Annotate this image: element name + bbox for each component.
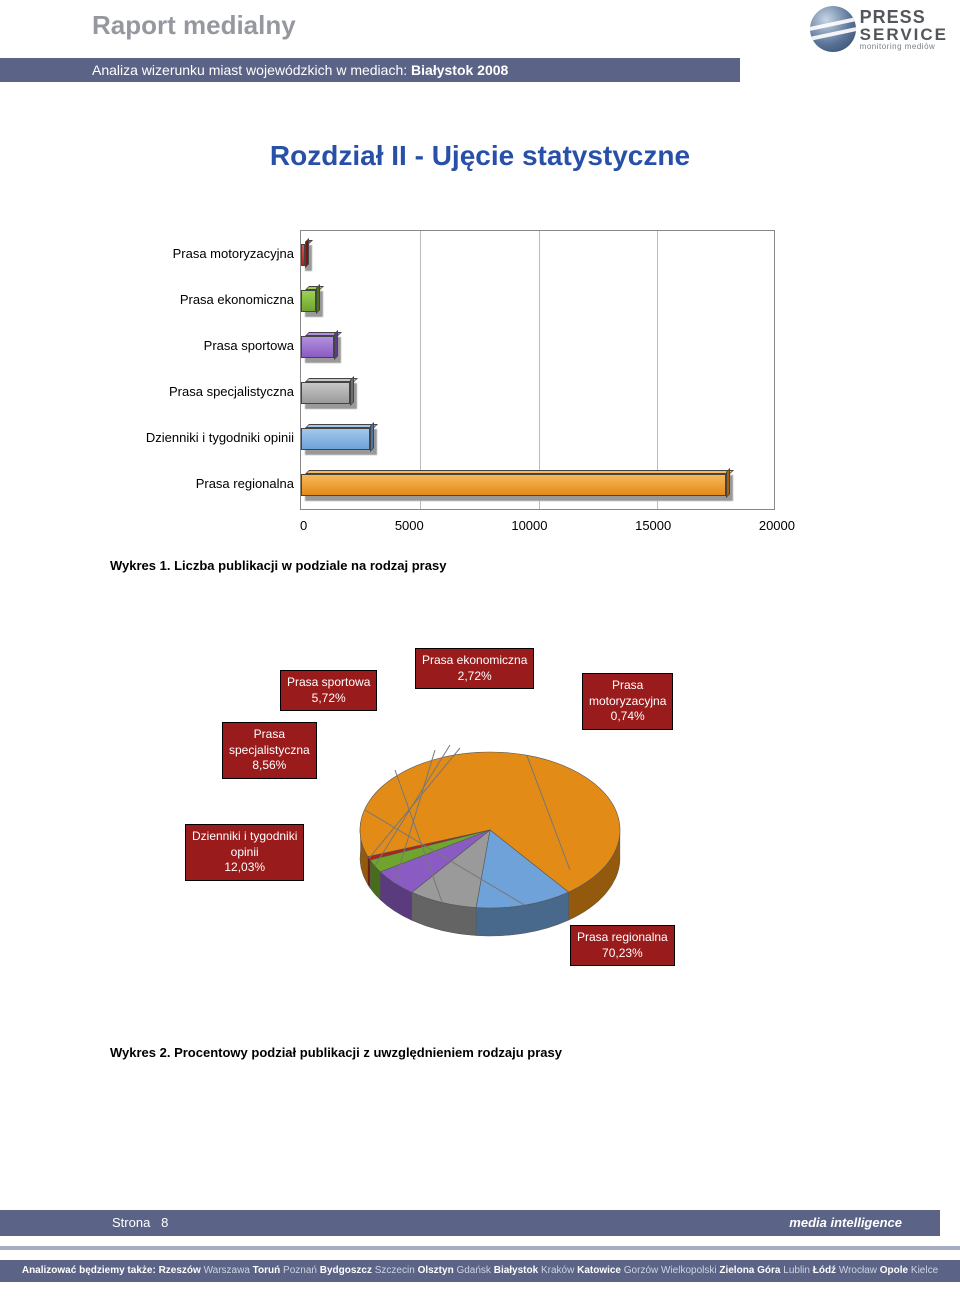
bar-chart-x-axis: 0 5000 10000 15000 20000 <box>300 518 795 533</box>
page-label: Strona <box>112 1215 150 1230</box>
footer-bar: Strona 8 media intelligence <box>0 1210 940 1236</box>
bar <box>301 286 316 312</box>
pie-label: Prasa sportowa5,72% <box>280 670 377 711</box>
pie-chart: Prasa regionalna70,23% Dzienniki i tygodn… <box>140 640 820 990</box>
logo-line1: PRESS <box>860 8 948 26</box>
page-header: Raport medialny Analiza wizerunku miast … <box>0 0 960 82</box>
bar <box>301 424 370 450</box>
subtitle-prefix: Analiza wizerunku miast wojewódzkich w m… <box>92 62 411 78</box>
press-service-logo: PRESS SERVICE monitoring mediów <box>810 6 948 52</box>
x-tick: 10000 <box>511 518 547 533</box>
page-number: 8 <box>161 1215 168 1230</box>
pie-chart-caption: Wykres 2. Procentowy podział publikacji … <box>110 1045 562 1060</box>
x-tick: 20000 <box>759 518 795 533</box>
footer-divider <box>0 1246 960 1250</box>
footer-cities-bar: Analizować będziemy także: Rzeszów Warsz… <box>0 1260 960 1282</box>
bar-label: Dzienniki i tygodniki opinii <box>135 430 300 445</box>
bar <box>301 470 726 496</box>
bar <box>301 240 305 266</box>
logo-globe-icon <box>810 6 856 52</box>
page-indicator: Strona 8 <box>112 1210 168 1236</box>
x-tick: 15000 <box>635 518 671 533</box>
x-tick: 5000 <box>395 518 424 533</box>
bar-label: Prasa ekonomiczna <box>135 292 300 307</box>
pie-chart-svg <box>340 730 640 950</box>
bar-chart-labels: Prasa motoryzacyjna Prasa ekonomiczna Pras… <box>135 230 300 510</box>
chapter-title: Rozdział II - Ujęcie statystyczne <box>0 140 960 172</box>
report-title: Raport medialny <box>92 10 296 41</box>
bar <box>301 378 350 404</box>
bar-label: Prasa motoryzacyjna <box>135 246 300 261</box>
pie-label: Prasaspecjalistyczna8,56% <box>222 722 317 779</box>
subtitle-bold: Białystok 2008 <box>411 62 508 78</box>
x-tick: 0 <box>300 518 307 533</box>
pie-label: Prasa ekonomiczna2,72% <box>415 648 534 689</box>
pie-label: Prasamotoryzacyjna0,74% <box>582 673 673 730</box>
bar-chart: Prasa motoryzacyjna Prasa ekonomiczna Pras… <box>135 230 805 510</box>
bar-label: Prasa sportowa <box>135 338 300 353</box>
pie-label: Prasa regionalna70,23% <box>570 925 675 966</box>
footer-brand: media intelligence <box>789 1210 902 1236</box>
bar-label: Prasa regionalna <box>135 476 300 491</box>
bar-chart-caption: Wykres 1. Liczba publikacji w podziale n… <box>110 558 446 573</box>
logo-line2: SERVICE <box>860 26 948 43</box>
bar-label: Prasa specjalistyczna <box>135 384 300 399</box>
logo-text: PRESS SERVICE monitoring mediów <box>860 8 948 51</box>
pie-label: Dzienniki i tygodnikiopinii12,03% <box>185 824 304 881</box>
bar <box>301 332 334 358</box>
subtitle-bar: Analiza wizerunku miast wojewódzkich w m… <box>0 58 740 82</box>
bar-chart-plot <box>300 230 775 510</box>
logo-subtext: monitoring mediów <box>860 43 948 51</box>
